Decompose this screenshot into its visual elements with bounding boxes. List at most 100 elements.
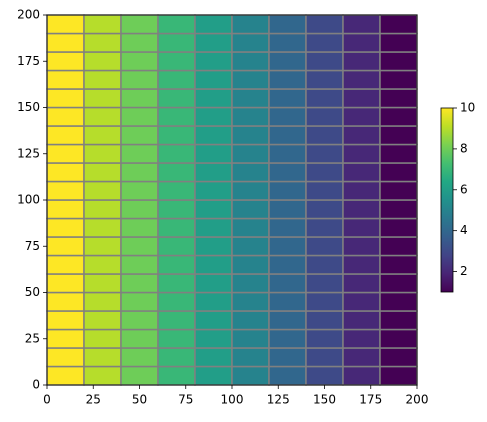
cell <box>342 69 381 90</box>
cell <box>268 347 307 368</box>
cell <box>379 14 418 35</box>
cell <box>46 328 85 349</box>
cell <box>342 254 381 275</box>
cell <box>268 328 307 349</box>
cell <box>231 125 270 146</box>
cell <box>342 365 381 386</box>
cell <box>194 273 233 294</box>
cell <box>231 69 270 90</box>
cell <box>231 51 270 72</box>
cell <box>120 217 159 238</box>
cell <box>305 32 344 53</box>
cell <box>305 143 344 164</box>
cell <box>46 125 85 146</box>
cell <box>157 328 196 349</box>
cell <box>268 14 307 35</box>
cell <box>46 143 85 164</box>
cell <box>46 106 85 127</box>
cell <box>157 88 196 109</box>
cell <box>83 125 122 146</box>
cell <box>231 14 270 35</box>
cell <box>83 69 122 90</box>
cell <box>83 273 122 294</box>
cell <box>305 180 344 201</box>
cell <box>231 180 270 201</box>
y-tick-label: 125 <box>17 146 40 160</box>
cell <box>268 254 307 275</box>
cell <box>305 236 344 257</box>
cell <box>231 106 270 127</box>
cell <box>157 199 196 220</box>
cell <box>231 236 270 257</box>
cell <box>194 347 233 368</box>
cell <box>342 180 381 201</box>
cell <box>379 106 418 127</box>
cell <box>231 199 270 220</box>
cell <box>379 347 418 368</box>
cell <box>194 328 233 349</box>
cell <box>305 88 344 109</box>
cell <box>379 88 418 109</box>
x-tick-label: 125 <box>267 393 290 407</box>
cell <box>194 106 233 127</box>
cell <box>46 365 85 386</box>
colorbar-tick-label: 2 <box>460 264 468 278</box>
cell <box>194 236 233 257</box>
cell <box>305 291 344 312</box>
cell <box>157 143 196 164</box>
cell <box>268 125 307 146</box>
cell <box>194 143 233 164</box>
x-tick-label: 200 <box>406 393 429 407</box>
cell <box>120 88 159 109</box>
cell <box>268 291 307 312</box>
cell <box>157 69 196 90</box>
colorbar-tick-label: 10 <box>460 101 475 115</box>
cell <box>194 125 233 146</box>
cell <box>268 106 307 127</box>
cell <box>157 254 196 275</box>
cell <box>157 291 196 312</box>
cell <box>157 347 196 368</box>
cell <box>83 162 122 183</box>
cell <box>194 88 233 109</box>
cell <box>268 88 307 109</box>
cell <box>83 310 122 331</box>
cell <box>342 273 381 294</box>
cell <box>83 14 122 35</box>
cell <box>157 273 196 294</box>
cell <box>120 254 159 275</box>
cell <box>83 236 122 257</box>
y-tick-label: 50 <box>25 285 40 299</box>
cell <box>379 236 418 257</box>
cell <box>157 162 196 183</box>
cell <box>194 180 233 201</box>
cell <box>268 199 307 220</box>
cell <box>379 365 418 386</box>
cell <box>83 217 122 238</box>
cell <box>342 310 381 331</box>
cell <box>268 162 307 183</box>
cell <box>305 162 344 183</box>
cell <box>231 162 270 183</box>
cell <box>83 106 122 127</box>
cell <box>379 69 418 90</box>
cell <box>157 365 196 386</box>
cell <box>157 51 196 72</box>
cell <box>83 51 122 72</box>
cell <box>268 310 307 331</box>
cell <box>157 310 196 331</box>
x-tick-label: 0 <box>43 393 51 407</box>
cell <box>120 32 159 53</box>
cell <box>268 236 307 257</box>
cell <box>157 125 196 146</box>
x-tick-label: 50 <box>132 393 147 407</box>
cell <box>305 273 344 294</box>
cell <box>231 310 270 331</box>
cell <box>342 162 381 183</box>
cell <box>194 365 233 386</box>
cell <box>46 217 85 238</box>
cell <box>268 69 307 90</box>
cell <box>194 14 233 35</box>
cell <box>379 254 418 275</box>
